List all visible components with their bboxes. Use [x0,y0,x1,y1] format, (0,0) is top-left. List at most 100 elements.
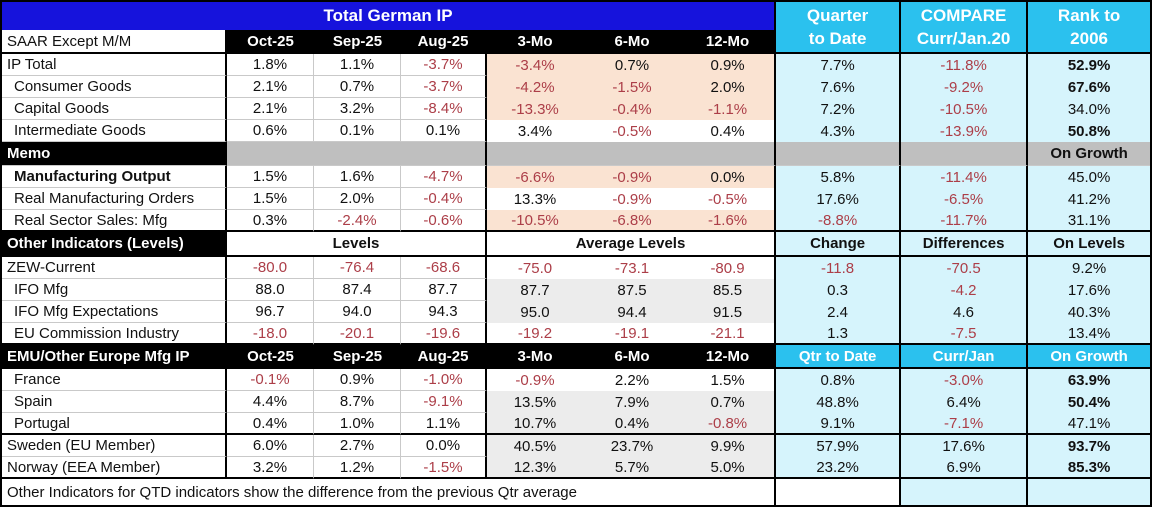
compare-value-cell: -11.7% [901,210,1029,232]
memo-band [227,142,487,166]
value-cell: -0.4% [401,188,487,210]
levels-header: Levels [227,232,487,257]
rank-line2: 2006 [1070,29,1108,48]
value-cell: 4.4% [227,391,314,413]
value-cell: 88.0 [227,279,314,301]
compare-value-cell: 6.9% [901,457,1029,479]
month-column-header: Aug-25 [401,345,487,369]
footer-empty-cell [1028,479,1151,505]
average-levels-header: Average Levels [487,232,777,257]
value-cell: 0.6% [227,120,314,142]
table-row: IP Total 1.8% 1.1% -3.7% -3.4% 0.7% 0.9% 7.7% -1… [2,54,1151,76]
value-cell: 1.1% [314,54,401,76]
value-cell: 95.0 [487,301,583,323]
value-cell: -1.5% [583,76,681,98]
emu-section-header: EMU/Other Europe Mfg IP [2,345,227,369]
other-indicators-header: Other Indicators (Levels) [2,232,227,257]
value-cell: 0.7% [583,54,681,76]
value-cell: -19.6 [401,323,487,345]
compare-value-cell: 4.6 [901,301,1029,323]
compare-column-header: COMPARE Curr/Jan.20 [901,2,1029,54]
row-label: Sweden (EU Member) [2,435,227,457]
rank-value-cell: 34.0% [1028,98,1151,120]
value-cell: -4.7% [401,166,487,188]
quarter-to-date-column-header: Quarter to Date [776,2,902,54]
value-cell: -68.6 [401,257,487,279]
value-cell: 94.0 [314,301,401,323]
qtd-value-cell: 2.4 [776,301,902,323]
row-label: Capital Goods [2,98,227,120]
compare-value-cell: -10.5% [901,98,1029,120]
month-column-header: Sep-25 [314,30,401,54]
emu-section-header-row: EMU/Other Europe Mfg IP Oct-25 Sep-25 Au… [2,345,1151,369]
compare-value-cell: -7.1% [901,413,1029,435]
qtd-value-cell: 0.3 [776,279,902,301]
table-row: Norway (EEA Member) 3.2% 1.2% -1.5% 12.3% 5.7… [2,457,1151,479]
compare-value-cell: -11.4% [901,166,1029,188]
table-row: Spain 4.4% 8.7% -9.1% 13.5% 7.9% 0.7% 48.8% 6.4%… [2,391,1151,413]
value-cell: 0.7% [681,391,777,413]
on-levels-header: On Levels [1028,232,1151,257]
value-cell: 0.4% [583,413,681,435]
value-cell: -3.7% [401,54,487,76]
row-label: IFO Mfg [2,279,227,301]
memo-section-header: Memo [2,142,227,166]
row-label: Intermediate Goods [2,120,227,142]
compare-value-cell: -9.2% [901,76,1029,98]
qtd-value-cell: 57.9% [776,435,902,457]
value-cell: -21.1 [681,323,777,345]
rank-value-cell: 63.9% [1028,369,1151,391]
compare-value-cell: -6.5% [901,188,1029,210]
table-row: Capital Goods 2.1% 3.2% -8.4% -13.3% -0.4% -1.… [2,98,1151,120]
compare-value-cell: 17.6% [901,435,1029,457]
value-cell: 40.5% [487,435,583,457]
quarter-to-date-line1: Quarter [806,6,869,25]
value-cell: 9.9% [681,435,777,457]
value-cell: -8.4% [401,98,487,120]
value-cell: 91.5 [681,301,777,323]
value-cell: 0.4% [227,413,314,435]
qtd-value-cell: 1.3 [776,323,902,345]
rank-value-cell: 50.8% [1028,120,1151,142]
memo-band [901,142,1029,166]
value-cell: 0.0% [681,166,777,188]
value-cell: -6.8% [583,210,681,232]
value-cell: -80.0 [227,257,314,279]
table-row: Real Manufacturing Orders 1.5% 2.0% -0.4% 13… [2,188,1151,210]
value-cell: 0.3% [227,210,314,232]
value-cell: -1.5% [401,457,487,479]
compare-value-cell: -3.0% [901,369,1029,391]
value-cell: 3.2% [227,457,314,479]
value-cell: -6.6% [487,166,583,188]
rank-value-cell: 45.0% [1028,166,1151,188]
memo-band [776,142,902,166]
row-label: Portugal [2,413,227,435]
row-label: Manufacturing Output [2,166,227,188]
value-cell: -3.4% [487,54,583,76]
value-cell: 13.3% [487,188,583,210]
value-cell: -0.8% [681,413,777,435]
qtr-to-date-header: Qtr to Date [776,345,902,369]
row-label: IFO Mfg Expectations [2,301,227,323]
compare-value-cell: -4.2 [901,279,1029,301]
value-cell: -0.4% [583,98,681,120]
value-cell: -0.6% [401,210,487,232]
row-label: France [2,369,227,391]
qtd-value-cell: 5.8% [776,166,902,188]
value-cell: 87.7 [487,279,583,301]
value-cell: 2.0% [314,188,401,210]
value-cell: 3.4% [487,120,583,142]
value-cell: -19.1 [583,323,681,345]
value-cell: 94.4 [583,301,681,323]
qtd-value-cell: 7.7% [776,54,902,76]
table-row: IFO Mfg 88.0 87.4 87.7 87.7 87.5 85.5 0.3 -4.2 17… [2,279,1151,301]
month-column-header: Oct-25 [227,30,314,54]
table-row: Real Sector Sales: Mfg 0.3% -2.4% -0.6% -10.… [2,210,1151,232]
table-row: EU Commission Industry -18.0 -20.1 -19.6 -19… [2,323,1151,345]
table-row: Consumer Goods 2.1% 0.7% -3.7% -4.2% -1.5% 2.0… [2,76,1151,98]
value-cell: -80.9 [681,257,777,279]
row-label: Spain [2,391,227,413]
report-title: Total German IP [2,2,777,30]
footer-empty-cell [776,479,902,505]
table-row: Portugal 0.4% 1.0% 1.1% 10.7% 0.4% -0.8% 9.1% -7… [2,413,1151,435]
